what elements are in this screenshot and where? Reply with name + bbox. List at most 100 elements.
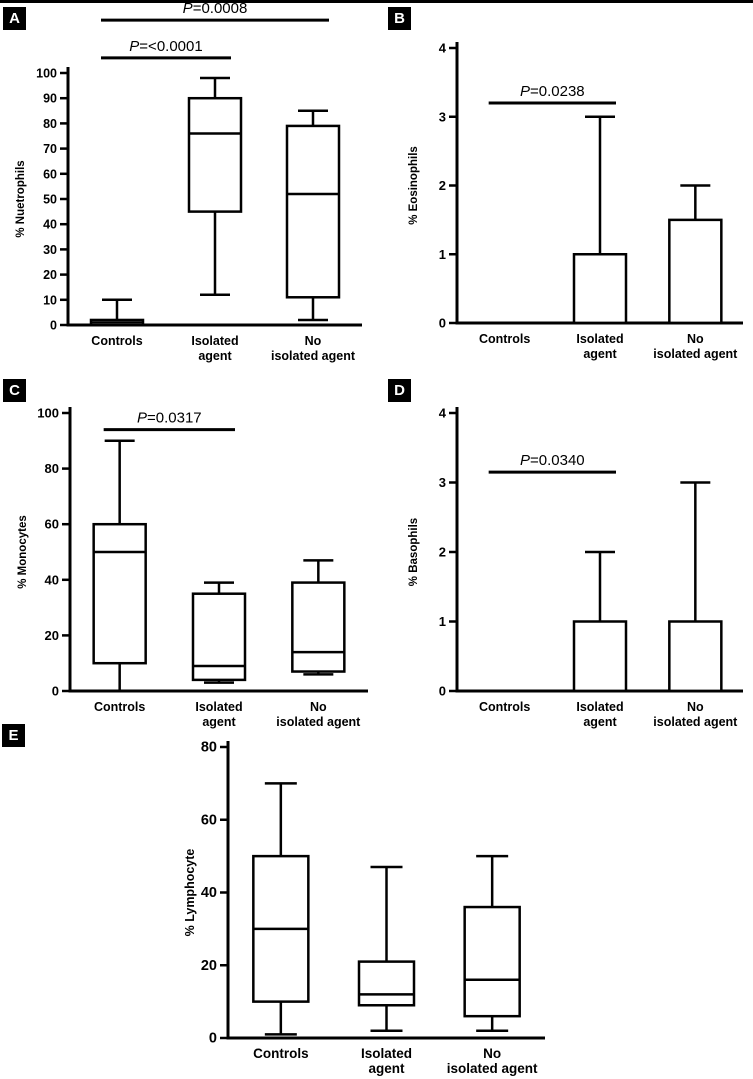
- svg-text:Controls: Controls: [91, 334, 142, 348]
- svg-text:P=0.0238: P=0.0238: [520, 83, 585, 100]
- box-whisker: [252, 782, 310, 1036]
- svg-text:3: 3: [439, 475, 446, 490]
- svg-text:4: 4: [439, 406, 447, 421]
- svg-text:P=0.0008: P=0.0008: [183, 0, 248, 17]
- boxplot-monocytes: 0 20 40 60 80 100 % Monocytes Controls Isolateda…: [17, 406, 368, 729]
- svg-text:agent: agent: [202, 715, 236, 729]
- svg-text:isolated agent: isolated agent: [653, 347, 738, 361]
- svg-text:80: 80: [43, 117, 57, 131]
- y-axis-ticks: 0 20 40 60 80 100: [37, 406, 70, 699]
- panel-label-c: C: [3, 379, 26, 402]
- svg-text:isolated agent: isolated agent: [271, 349, 356, 363]
- svg-text:Isolated: Isolated: [195, 700, 242, 714]
- panel-label-a: A: [3, 7, 26, 30]
- box-whisker: [572, 550, 628, 693]
- y-axis-label: % Eosinophils: [408, 146, 420, 225]
- svg-text:3: 3: [439, 109, 446, 124]
- svg-text:4: 4: [439, 41, 447, 56]
- svg-text:50: 50: [43, 193, 57, 207]
- y-axis-label: % Monocytes: [17, 515, 29, 589]
- svg-text:No: No: [687, 700, 704, 714]
- y-axis-ticks: 0 1 2 3 4: [439, 41, 457, 331]
- svg-text:P=0.0340: P=0.0340: [520, 452, 585, 469]
- svg-text:No: No: [687, 332, 704, 346]
- svg-text:isolated agent: isolated agent: [447, 1061, 538, 1076]
- svg-text:80: 80: [45, 461, 59, 476]
- svg-text:1: 1: [439, 614, 446, 629]
- boxplot-neutrophils: 0 10 20 30 40 50 60 70 80 90 100 % Nuetrophils Contr…: [15, 0, 362, 363]
- box-whisker: [572, 115, 628, 325]
- svg-text:30: 30: [43, 243, 57, 257]
- y-axis-label: % Nuetrophils: [15, 160, 27, 237]
- svg-text:P=0.0317: P=0.0317: [137, 410, 202, 427]
- box-whisker: [668, 481, 723, 693]
- box-whisker: [89, 298, 145, 327]
- svg-text:20: 20: [201, 958, 217, 974]
- y-axis-ticks: 0 1 2 3 4: [439, 406, 457, 699]
- y-axis-ticks: 0 20 40 60 80: [201, 740, 228, 1047]
- svg-text:60: 60: [45, 517, 59, 532]
- svg-text:60: 60: [43, 167, 57, 181]
- significance-bracket: P=0.0238: [488, 83, 616, 105]
- boxplot-lymphocytes: 0 20 40 60 80 % Lymphocyte Controls Isolatedage…: [183, 740, 545, 1076]
- svg-text:0: 0: [439, 684, 446, 699]
- svg-text:P=<0.0001: P=<0.0001: [129, 38, 202, 55]
- svg-text:No: No: [483, 1046, 501, 1061]
- svg-text:% Lymphocyte: % Lymphocyte: [183, 849, 197, 937]
- svg-text:10: 10: [43, 293, 57, 307]
- y-axis-label: % Basophils: [408, 518, 420, 586]
- significance-bracket: P=0.0008: [101, 0, 329, 22]
- svg-text:% Nuetrophils: % Nuetrophils: [15, 160, 27, 237]
- svg-text:Isolated: Isolated: [191, 334, 238, 348]
- box-whisker: [463, 854, 521, 1032]
- box-whisker: [668, 184, 723, 325]
- svg-text:20: 20: [43, 268, 57, 282]
- svg-text:60: 60: [201, 812, 217, 828]
- axes: [226, 741, 545, 1040]
- svg-text:40: 40: [45, 572, 59, 587]
- svg-text:Controls: Controls: [479, 700, 530, 714]
- svg-text:% Basophils: % Basophils: [408, 518, 420, 586]
- svg-text:20: 20: [45, 628, 59, 643]
- panel-label-b: B: [388, 7, 411, 30]
- svg-text:% Monocytes: % Monocytes: [17, 515, 29, 589]
- panel-label-d: D: [388, 379, 411, 402]
- box-whisker: [191, 581, 247, 684]
- y-axis-ticks: 0 10 20 30 40 50 60 70 80 90 100: [36, 67, 68, 333]
- svg-text:Isolated: Isolated: [576, 700, 623, 714]
- svg-text:70: 70: [43, 142, 57, 156]
- box-whisker: [291, 559, 346, 676]
- box-whisker: [187, 76, 243, 297]
- svg-text:100: 100: [37, 406, 59, 421]
- svg-text:agent: agent: [198, 349, 232, 363]
- significance-bracket: P=<0.0001: [101, 38, 231, 60]
- svg-text:0: 0: [50, 319, 57, 333]
- svg-text:Controls: Controls: [253, 1046, 309, 1061]
- svg-text:Isolated: Isolated: [576, 332, 623, 346]
- svg-text:Controls: Controls: [479, 332, 530, 346]
- svg-text:80: 80: [201, 740, 217, 756]
- svg-text:% Eosinophils: % Eosinophils: [408, 146, 420, 225]
- svg-text:2: 2: [439, 178, 446, 193]
- svg-text:2: 2: [439, 545, 446, 560]
- svg-text:agent: agent: [368, 1061, 405, 1076]
- svg-text:0: 0: [439, 316, 446, 331]
- svg-text:No: No: [310, 700, 327, 714]
- svg-text:agent: agent: [583, 347, 617, 361]
- svg-text:Controls: Controls: [94, 700, 145, 714]
- panel-label-e: E: [2, 724, 25, 747]
- svg-text:No: No: [305, 334, 322, 348]
- y-axis-label: % Lymphocyte: [183, 849, 197, 937]
- svg-text:Isolated: Isolated: [361, 1046, 412, 1061]
- significance-bracket: P=0.0317: [103, 410, 235, 432]
- svg-text:0: 0: [209, 1031, 217, 1047]
- svg-text:90: 90: [43, 92, 57, 106]
